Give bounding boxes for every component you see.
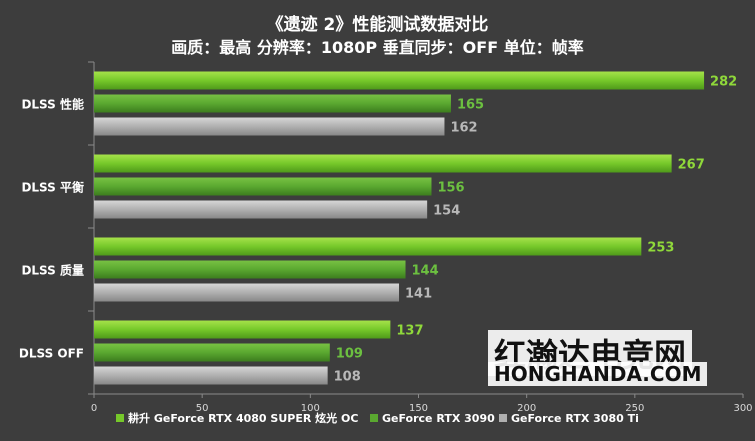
x-tick-label: 50 [196,403,209,414]
data-label: 108 [334,370,361,385]
bar [94,283,400,302]
data-label: 282 [710,75,737,90]
bar [94,94,451,113]
bar [94,260,406,279]
data-label: 162 [450,121,477,136]
bar [94,366,328,385]
x-tick-label: 0 [91,403,97,414]
legend-swatch [370,414,378,422]
category-label: DLSS 性能 [21,97,84,112]
bar [94,320,391,339]
bar [94,343,330,362]
data-label: 144 [412,264,439,279]
category-label: DLSS 质量 [21,263,84,278]
chart-title: 《遗迹 2》性能测试数据对比 [266,15,489,35]
data-label: 165 [457,98,484,113]
category-label: DLSS 平衡 [21,180,84,195]
bar [94,117,445,136]
watermark-url: HONGHANDA.COM [488,362,708,386]
x-tick-label: 250 [625,403,644,414]
chart-subtitle: 画质：最高 分辨率：1080P 垂直同步：OFF 单位：帧率 [171,38,584,57]
legend-swatch [499,414,507,422]
data-label: 253 [647,241,674,256]
x-tick-label: 200 [517,403,536,414]
data-label: 267 [678,158,705,173]
data-label: 156 [437,181,464,196]
data-label: 109 [336,347,363,362]
data-label: 137 [396,324,423,339]
x-tick-label: 100 [301,403,320,414]
legend-label: GeForce RTX 3080 Ti [511,412,639,425]
x-tick-label: 300 [733,403,752,414]
data-label: 154 [433,204,460,219]
legend-label: 耕升 GeForce RTX 4080 SUPER 炫光 OC [128,411,358,425]
bar [94,71,705,90]
bar [94,177,432,196]
bar [94,200,428,219]
data-label: 141 [405,287,432,302]
legend-label: GeForce RTX 3090 [382,412,495,425]
bar [94,154,672,173]
bar [94,237,642,256]
x-tick-label: 150 [409,403,428,414]
category-label: DLSS OFF [19,347,84,361]
legend-swatch [116,414,124,422]
